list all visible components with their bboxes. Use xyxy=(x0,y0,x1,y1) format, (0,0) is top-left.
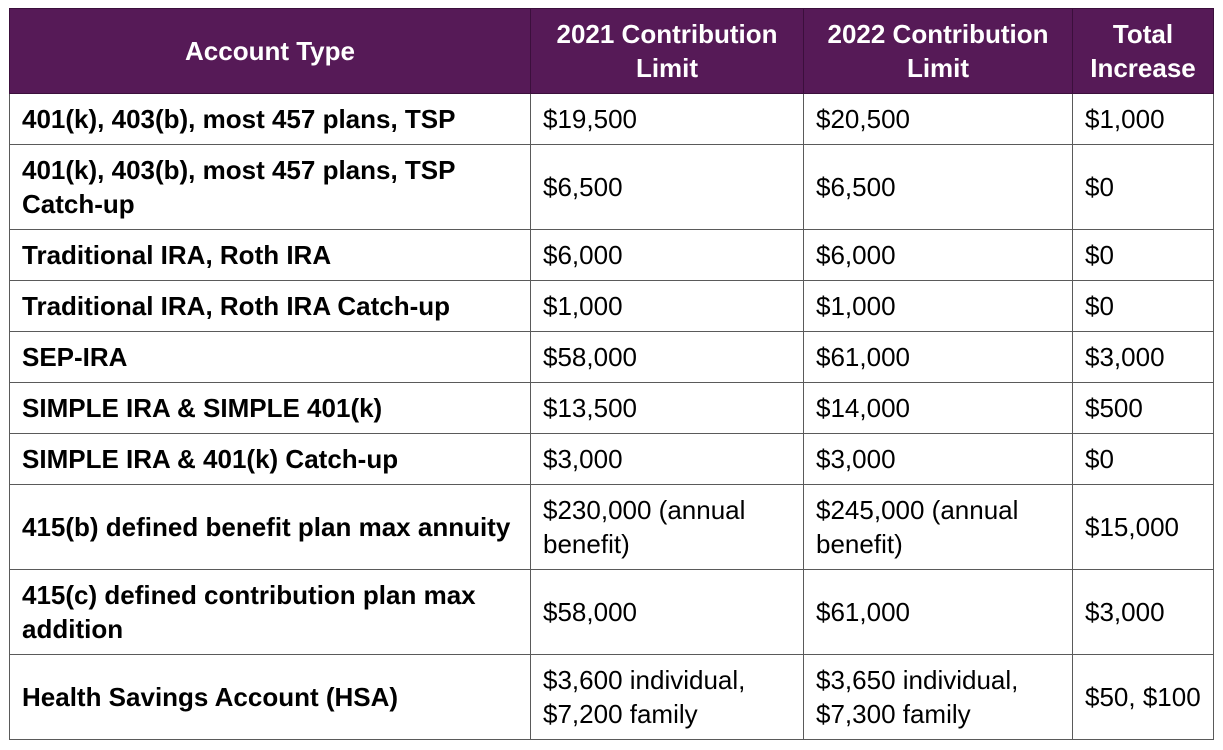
table-row: 415(b) defined benefit plan max annuity … xyxy=(9,484,1214,570)
limit-2022-cell: $61,000 xyxy=(803,331,1073,383)
limit-2021-cell: $19,500 xyxy=(530,93,804,145)
table-row: 401(k), 403(b), most 457 plans, TSP $19,… xyxy=(9,93,1214,145)
table-row: Health Savings Account (HSA) $3,600 indi… xyxy=(9,654,1214,740)
limit-2022-cell: $3,650 individual, $7,300 family xyxy=(803,654,1073,740)
increase-cell: $0 xyxy=(1072,433,1214,485)
account-type-cell: 401(k), 403(b), most 457 plans, TSP xyxy=(9,93,531,145)
table-body: 401(k), 403(b), most 457 plans, TSP $19,… xyxy=(9,93,1214,740)
increase-cell: $50, $100 xyxy=(1072,654,1214,740)
table-row: 401(k), 403(b), most 457 plans, TSP Catc… xyxy=(9,144,1214,230)
limit-2021-cell: $6,500 xyxy=(530,144,804,230)
limit-2022-cell: $14,000 xyxy=(803,382,1073,434)
account-type-cell: SIMPLE IRA & SIMPLE 401(k) xyxy=(9,382,531,434)
account-type-cell: 401(k), 403(b), most 457 plans, TSP Catc… xyxy=(9,144,531,230)
account-type-cell: SEP-IRA xyxy=(9,331,531,383)
table-row: SEP-IRA $58,000 $61,000 $3,000 xyxy=(9,331,1214,383)
header-2021-limit: 2021 Contribution Limit xyxy=(530,8,804,94)
limit-2022-cell: $1,000 xyxy=(803,280,1073,332)
account-type-cell: Health Savings Account (HSA) xyxy=(9,654,531,740)
limit-2022-cell: $6,500 xyxy=(803,144,1073,230)
limit-2022-cell: $245,000 (annual benefit) xyxy=(803,484,1073,570)
increase-cell: $3,000 xyxy=(1072,569,1214,655)
increase-cell: $15,000 xyxy=(1072,484,1214,570)
increase-cell: $500 xyxy=(1072,382,1214,434)
increase-cell: $0 xyxy=(1072,229,1214,281)
account-type-cell: SIMPLE IRA & 401(k) Catch-up xyxy=(9,433,531,485)
limit-2022-cell: $61,000 xyxy=(803,569,1073,655)
table-header: Account Type 2021 Contribution Limit 202… xyxy=(9,8,1214,94)
account-type-cell: Traditional IRA, Roth IRA xyxy=(9,229,531,281)
limit-2022-cell: $3,000 xyxy=(803,433,1073,485)
contribution-limits-table-wrapper: Account Type 2021 Contribution Limit 202… xyxy=(9,8,1214,740)
limit-2021-cell: $1,000 xyxy=(530,280,804,332)
table-row: SIMPLE IRA & SIMPLE 401(k) $13,500 $14,0… xyxy=(9,382,1214,434)
account-type-cell: Traditional IRA, Roth IRA Catch-up xyxy=(9,280,531,332)
table-row: Traditional IRA, Roth IRA Catch-up $1,00… xyxy=(9,280,1214,332)
table-row: SIMPLE IRA & 401(k) Catch-up $3,000 $3,0… xyxy=(9,433,1214,485)
increase-cell: $0 xyxy=(1072,280,1214,332)
limit-2022-cell: $6,000 xyxy=(803,229,1073,281)
table-row: Traditional IRA, Roth IRA $6,000 $6,000 … xyxy=(9,229,1214,281)
account-type-cell: 415(c) defined contribution plan max add… xyxy=(9,569,531,655)
header-total-increase: Total Increase xyxy=(1072,8,1214,94)
increase-cell: $0 xyxy=(1072,144,1214,230)
contribution-limits-table: Account Type 2021 Contribution Limit 202… xyxy=(9,8,1214,740)
limit-2021-cell: $58,000 xyxy=(530,569,804,655)
increase-cell: $3,000 xyxy=(1072,331,1214,383)
table-row: 415(c) defined contribution plan max add… xyxy=(9,569,1214,655)
limit-2021-cell: $58,000 xyxy=(530,331,804,383)
limit-2022-cell: $20,500 xyxy=(803,93,1073,145)
limit-2021-cell: $6,000 xyxy=(530,229,804,281)
account-type-cell: 415(b) defined benefit plan max annuity xyxy=(9,484,531,570)
increase-cell: $1,000 xyxy=(1072,93,1214,145)
limit-2021-cell: $230,000 (annual benefit) xyxy=(530,484,804,570)
limit-2021-cell: $3,600 individual, $7,200 family xyxy=(530,654,804,740)
limit-2021-cell: $13,500 xyxy=(530,382,804,434)
header-2022-limit: 2022 Contribution Limit xyxy=(803,8,1073,94)
limit-2021-cell: $3,000 xyxy=(530,433,804,485)
header-account-type: Account Type xyxy=(9,8,531,94)
header-row: Account Type 2021 Contribution Limit 202… xyxy=(9,8,1214,94)
